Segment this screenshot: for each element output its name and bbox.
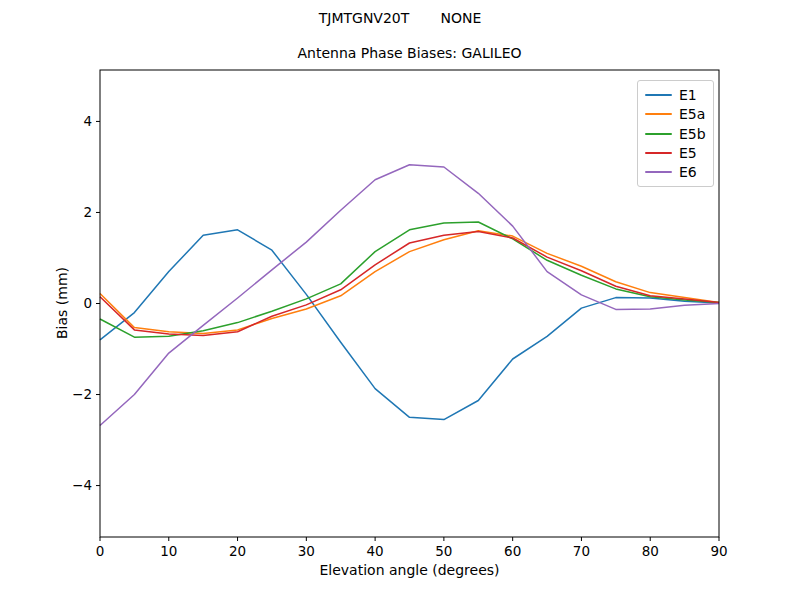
legend-line-swatch-e5a (645, 113, 672, 115)
x-tick-label: 20 (229, 543, 246, 559)
legend-item-e6: E6 (645, 163, 709, 182)
legend-item-e5b: E5b (645, 124, 709, 143)
legend-item-e5a: E5a (645, 104, 709, 123)
legend-line-swatch-e1 (645, 94, 672, 96)
legend-label-e5b: E5b (679, 127, 706, 141)
legend: E1 E5a E5b E5 E6 (637, 80, 714, 187)
legend-label-e5: E5 (679, 146, 697, 160)
x-tick-label: 40 (367, 543, 384, 559)
x-tick-label: 60 (504, 543, 521, 559)
x-tick-label: 90 (710, 543, 727, 559)
x-tick-label: 50 (435, 543, 452, 559)
legend-item-e5: E5 (645, 143, 709, 162)
legend-label-e6: E6 (679, 165, 697, 179)
x-axis-label: Elevation angle (degrees) (100, 562, 719, 578)
x-tick-label: 30 (298, 543, 315, 559)
y-tick-label: −4 (72, 477, 92, 493)
y-tick-label: 0 (83, 295, 92, 311)
x-tick-label: 10 (160, 543, 177, 559)
y-tick-label: −2 (72, 386, 92, 402)
x-tick-label: 70 (573, 543, 590, 559)
y-tick-label: 4 (83, 113, 92, 129)
x-tick-label: 0 (96, 543, 105, 559)
x-tick-label: 80 (642, 543, 659, 559)
series-line-e6 (100, 165, 719, 426)
series-line-e1 (100, 230, 719, 420)
legend-line-swatch-e5 (645, 152, 672, 154)
figure-canvas: TJMTGNV20T NONE Antenna Phase Biases: GA… (0, 0, 800, 600)
y-axis-label: Bias (mm) (54, 267, 70, 339)
legend-item-e1: E1 (645, 85, 709, 104)
legend-line-swatch-e5b (645, 133, 672, 135)
series-line-e5b (100, 222, 719, 337)
legend-label-e5a: E5a (679, 107, 705, 121)
axes-spines (100, 70, 719, 537)
legend-label-e1: E1 (679, 88, 697, 102)
legend-line-swatch-e6 (645, 171, 672, 173)
y-tick-label: 2 (83, 204, 92, 220)
